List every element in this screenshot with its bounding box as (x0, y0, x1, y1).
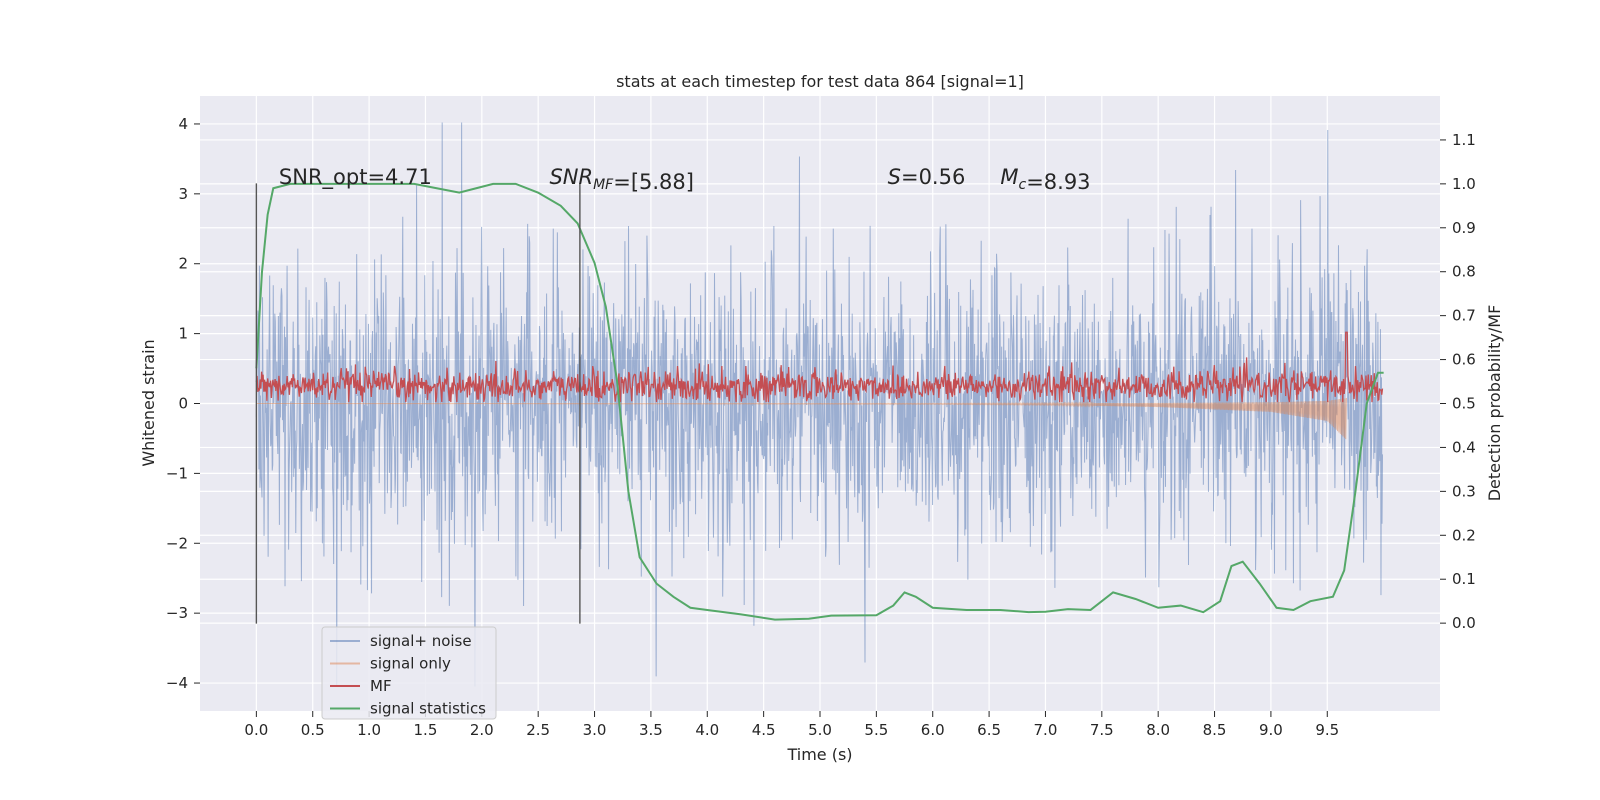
y2-tick-label: 0.2 (1452, 526, 1476, 544)
x-tick-label: 2.0 (470, 721, 494, 739)
y2-tick-label: 0.6 (1452, 351, 1476, 369)
x-tick-label: 7.5 (1090, 721, 1114, 739)
vertical-lines (255, 183, 581, 624)
y2-tick-label: 0.7 (1452, 307, 1476, 325)
y2-tick-label: 0.4 (1452, 438, 1476, 456)
y-axis-label: Whitened strain (139, 339, 158, 466)
y-tick-label: 0 (178, 395, 188, 413)
annotation: SNR_opt=4.71 (279, 165, 432, 190)
series-signal-only (256, 398, 1347, 440)
y2-tick-label: 0.3 (1452, 482, 1476, 500)
x-tick-label: 5.0 (808, 721, 832, 739)
series-signal-statistics (255, 182, 1384, 621)
y2-tick-label: 0.8 (1452, 263, 1476, 281)
y2-tick-label: 1.0 (1452, 175, 1476, 193)
x-axis-label: Time (s) (786, 745, 852, 764)
x-tick-label: 8.5 (1203, 721, 1227, 739)
chart-title: stats at each timestep for test data 864… (616, 72, 1024, 91)
series-layer (255, 122, 1384, 687)
y2-tick-label: 0.5 (1452, 395, 1476, 413)
legend-label: signal only (370, 655, 451, 673)
y-tick-label: −3 (166, 604, 188, 622)
y-tick-label: −4 (166, 674, 188, 692)
x-tick-label: 3.0 (583, 721, 607, 739)
x-tick-label: 4.0 (695, 721, 719, 739)
x-tick-label: 9.0 (1259, 721, 1283, 739)
x-axis: 0.0 0.5 1.0 1.5 2.0 2.5 3.0 3.5 4.0 4.5 5.0 5.5 6.0 6… (244, 711, 1339, 739)
legend-box (321, 626, 497, 720)
x-tick-label: 4.5 (752, 721, 776, 739)
legend-label: signal+ noise (370, 632, 472, 650)
y-axis-right: 0.0 0.1 0.2 0.3 0.4 0.5 0.6 0.7 0.8 0.9 1.0 1.1 (1440, 131, 1476, 632)
y2-tick-label: 0.9 (1452, 219, 1476, 237)
series-signal-plus-noise (255, 122, 1384, 687)
y2-tick-label: 1.1 (1452, 131, 1476, 149)
x-tick-label: 6.5 (977, 721, 1001, 739)
annotation: SNRMF=[5.88] (549, 165, 694, 194)
x-tick-label: 1.5 (414, 721, 438, 739)
y2-tick-label: 0.0 (1452, 614, 1476, 632)
x-tick-label: 9.5 (1315, 721, 1339, 739)
x-tick-label: 1.0 (357, 721, 381, 739)
x-tick-label: 0.5 (301, 721, 325, 739)
y-tick-label: 4 (178, 115, 188, 133)
y2-tick-label: 0.1 (1452, 570, 1476, 588)
y-tick-label: 3 (178, 185, 188, 203)
x-tick-label: 0.0 (244, 721, 268, 739)
y-tick-label: 2 (178, 255, 188, 273)
annotation: Mc=8.93 (1000, 165, 1090, 194)
legend-label: MF (370, 677, 392, 695)
x-tick-label: 8.0 (1146, 721, 1170, 739)
y2-axis-label: Detection probability/MF (1485, 305, 1504, 502)
y-axis-left: −4 −3 −2 −1 0 1 2 3 4 (166, 115, 200, 692)
annotations: SNR_opt=4.71 SNRMF=[5.88] S=0.56 Mc=8.93 (279, 165, 1091, 194)
series-mf (255, 331, 1384, 403)
x-tick-label: 5.5 (864, 721, 888, 739)
x-tick-label: 6.0 (921, 721, 945, 739)
y-tick-label: −2 (166, 534, 188, 552)
annotation: S=0.56 (888, 165, 966, 189)
y-tick-label: 1 (178, 325, 188, 343)
x-tick-label: 7.0 (1034, 721, 1058, 739)
x-tick-label: 3.5 (639, 721, 663, 739)
y-tick-label: −1 (166, 464, 188, 482)
x-tick-label: 2.5 (526, 721, 550, 739)
legend: signal+ noise signal only MF signal statist… (321, 626, 497, 720)
legend-label: signal statistics (370, 700, 486, 718)
